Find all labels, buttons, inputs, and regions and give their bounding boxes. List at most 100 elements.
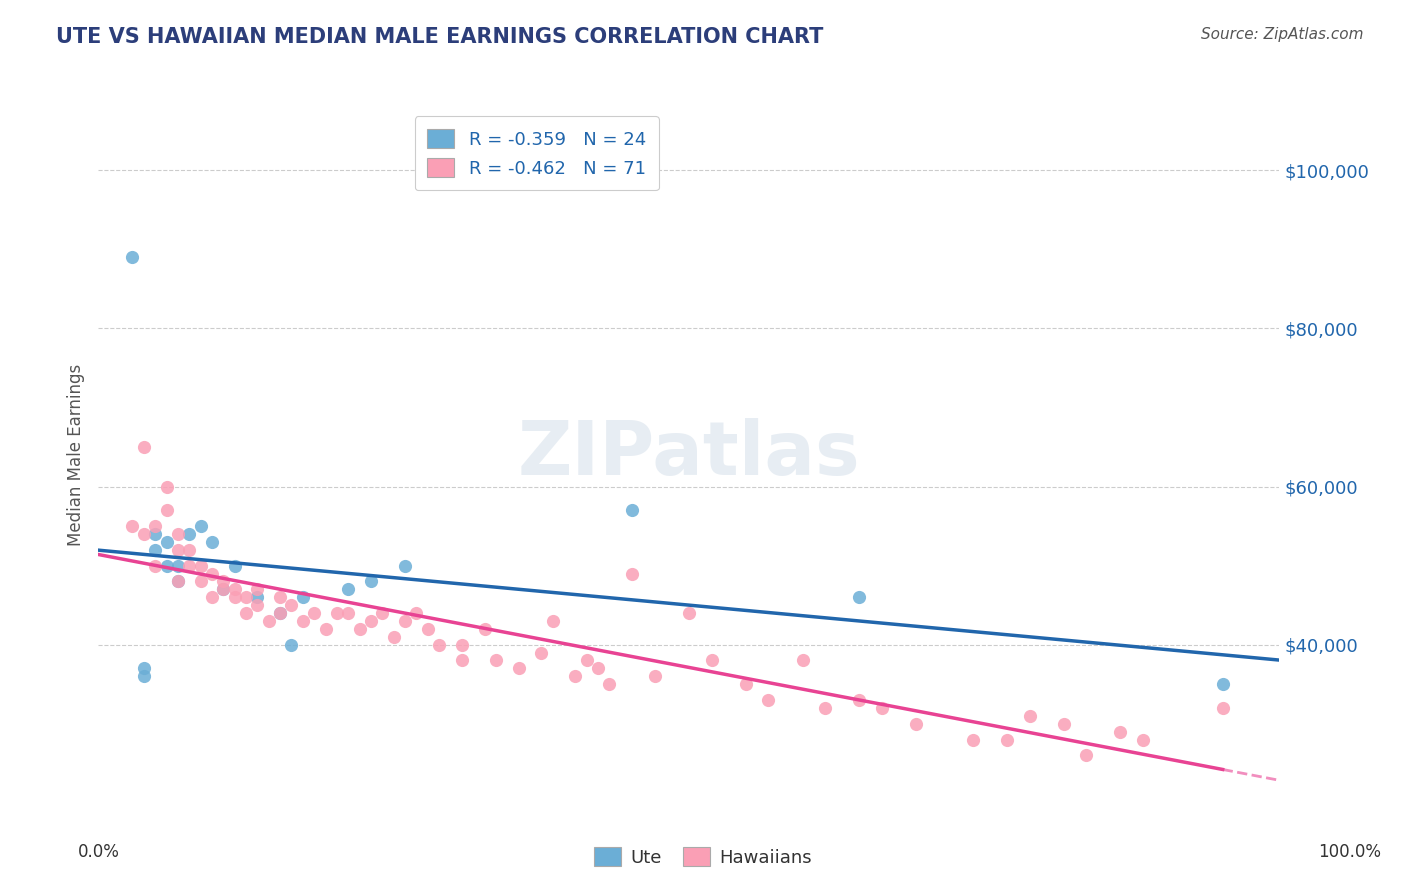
Point — [1076, 748, 1098, 763]
Point — [848, 591, 870, 605]
Point — [485, 653, 508, 667]
Point — [143, 542, 166, 557]
Point — [235, 606, 257, 620]
Point — [257, 614, 280, 628]
Point — [474, 622, 496, 636]
Text: ZIPatlas: ZIPatlas — [517, 418, 860, 491]
Point — [530, 646, 553, 660]
Point — [280, 638, 302, 652]
Point — [1212, 701, 1234, 715]
Point — [758, 693, 780, 707]
Point — [190, 574, 212, 589]
Point — [179, 527, 201, 541]
Point — [190, 519, 212, 533]
Point — [132, 661, 155, 675]
Point — [360, 574, 382, 589]
Legend: Ute, Hawaiians: Ute, Hawaiians — [586, 840, 820, 874]
Point — [246, 582, 269, 597]
Point — [224, 558, 246, 573]
Point — [1109, 724, 1132, 739]
Point — [508, 661, 530, 675]
Point — [212, 582, 235, 597]
Point — [349, 622, 371, 636]
Point — [224, 591, 246, 605]
Point — [302, 606, 325, 620]
Text: 100.0%: 100.0% — [1319, 843, 1381, 861]
Point — [541, 614, 564, 628]
Point — [450, 653, 472, 667]
Point — [155, 479, 177, 493]
Point — [132, 669, 155, 683]
Point — [132, 527, 155, 541]
Point — [155, 558, 177, 573]
Point — [143, 527, 166, 541]
Point — [734, 677, 756, 691]
Point — [644, 669, 666, 683]
Point — [371, 606, 394, 620]
Point — [621, 566, 644, 581]
Point — [121, 250, 143, 264]
Point — [575, 653, 598, 667]
Point — [269, 606, 291, 620]
Point — [179, 542, 201, 557]
Point — [224, 582, 246, 597]
Point — [190, 558, 212, 573]
Point — [291, 591, 314, 605]
Point — [678, 606, 700, 620]
Point — [394, 558, 416, 573]
Point — [382, 630, 405, 644]
Point — [814, 701, 837, 715]
Point — [291, 614, 314, 628]
Point — [337, 606, 360, 620]
Point — [450, 638, 472, 652]
Point — [315, 622, 337, 636]
Point — [427, 638, 450, 652]
Point — [1018, 708, 1040, 723]
Point — [326, 606, 349, 620]
Point — [269, 591, 291, 605]
Point — [995, 732, 1018, 747]
Point — [337, 582, 360, 597]
Point — [621, 503, 644, 517]
Point — [269, 606, 291, 620]
Point — [586, 661, 609, 675]
Point — [179, 558, 201, 573]
Point — [564, 669, 586, 683]
Point — [360, 614, 382, 628]
Point — [155, 535, 177, 549]
Point — [201, 535, 224, 549]
Point — [155, 503, 177, 517]
Point — [167, 542, 190, 557]
Point — [143, 519, 166, 533]
Point — [201, 566, 224, 581]
Point — [143, 558, 166, 573]
Point — [848, 693, 870, 707]
Point — [212, 574, 235, 589]
Point — [700, 653, 723, 667]
Point — [394, 614, 416, 628]
Point — [167, 574, 190, 589]
Point — [1212, 677, 1234, 691]
Text: 0.0%: 0.0% — [77, 843, 120, 861]
Point — [905, 716, 928, 731]
Point — [246, 591, 269, 605]
Point — [212, 582, 235, 597]
Point — [405, 606, 427, 620]
Point — [1053, 716, 1076, 731]
Point — [167, 558, 190, 573]
Point — [792, 653, 814, 667]
Point — [962, 732, 984, 747]
Y-axis label: Median Male Earnings: Median Male Earnings — [66, 364, 84, 546]
Point — [235, 591, 257, 605]
Legend: R = -0.359   N = 24, R = -0.462   N = 71: R = -0.359 N = 24, R = -0.462 N = 71 — [415, 116, 658, 190]
Point — [201, 591, 224, 605]
Point — [280, 598, 302, 612]
Point — [870, 701, 893, 715]
Point — [167, 527, 190, 541]
Point — [167, 574, 190, 589]
Point — [132, 440, 155, 454]
Point — [416, 622, 439, 636]
Point — [1132, 732, 1154, 747]
Text: UTE VS HAWAIIAN MEDIAN MALE EARNINGS CORRELATION CHART: UTE VS HAWAIIAN MEDIAN MALE EARNINGS COR… — [56, 27, 824, 46]
Point — [121, 519, 143, 533]
